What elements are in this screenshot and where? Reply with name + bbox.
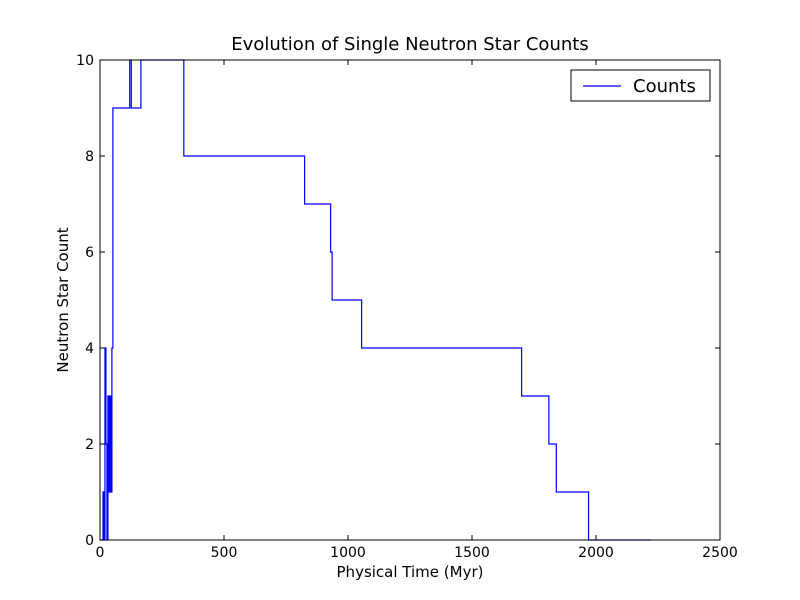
chart-title: Evolution of Single Neutron Star Counts: [231, 34, 588, 55]
plot-area: [99, 59, 721, 541]
y-tick-label: 0: [85, 533, 94, 549]
legend: Counts: [570, 69, 711, 102]
x-tick-label: 2000: [578, 545, 614, 561]
y-tick-label: 6: [85, 245, 94, 261]
y-tick-label: 8: [85, 149, 94, 165]
x-tick-label: 1500: [454, 545, 490, 561]
series-line-0: [100, 59, 651, 541]
axes-frame: [99, 59, 721, 541]
legend-label-0: Counts: [633, 76, 696, 97]
x-tick-label: 2500: [702, 545, 738, 561]
y-tick-label: 10: [76, 53, 94, 69]
y-tick-label: 2: [85, 437, 94, 453]
x-tick-label: 1000: [330, 545, 366, 561]
y-axis-label: Neutron Star Count: [54, 227, 72, 372]
x-axis-label: Physical Time (Myr): [337, 563, 484, 581]
x-tick-label: 0: [96, 545, 105, 561]
y-tick-label: 4: [85, 341, 94, 357]
axis-ticks: 0 500 1000 1500 2000 2500 0 2 4 6 8 10: [76, 53, 738, 561]
x-tick-label: 500: [211, 545, 238, 561]
